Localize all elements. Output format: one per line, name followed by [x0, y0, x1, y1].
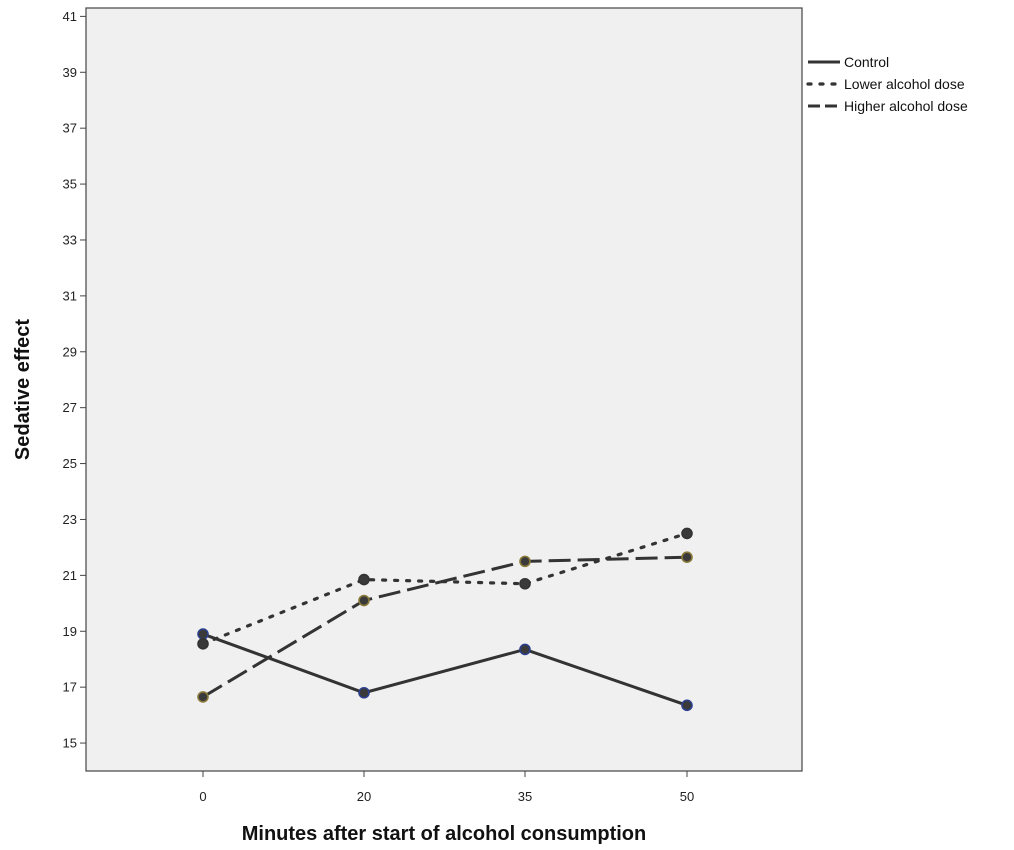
series-line-2: [202, 555, 688, 699]
legend-label-1: Lower alcohol dose: [844, 76, 965, 92]
series-0-point: [197, 628, 209, 640]
y-tick-label: 19: [63, 624, 77, 639]
series-0-point: [358, 686, 370, 699]
y-tick-label: 23: [63, 512, 77, 527]
series-1-point: [681, 527, 693, 540]
series-0-point: [681, 699, 693, 712]
y-axis-title: Sedative effect: [12, 319, 34, 461]
series-2-point: [519, 555, 531, 568]
x-tick-label: 20: [357, 789, 371, 804]
y-tick-label: 37: [63, 121, 77, 136]
y-tick-label: 33: [63, 232, 77, 247]
y-tick-label: 21: [63, 568, 77, 583]
series-2-point: [358, 594, 370, 607]
x-tick-label: 35: [518, 789, 532, 804]
y-tick-label: 27: [63, 400, 77, 415]
y-axis: 15 17 19 21 23 25 27 29 31 33 35 37 39 41: [63, 9, 86, 751]
x-axis: 0 20 35 50: [199, 771, 694, 804]
series-line-0: [202, 632, 688, 707]
y-tick-label: 29: [63, 344, 77, 359]
legend: Control Lower alcohol dose Higher alcohol …: [806, 54, 968, 114]
series-0-point: [519, 643, 531, 656]
x-tick-label: 50: [680, 789, 694, 804]
x-tick-label: 0: [199, 789, 206, 804]
legend-label-0: Control: [844, 54, 889, 70]
series-1-point: [197, 638, 209, 650]
x-axis-title: Minutes after start of alcohol consumpti…: [242, 823, 646, 845]
series-1-point: [519, 577, 531, 590]
legend-label-2: Higher alcohol dose: [844, 98, 968, 114]
y-tick-label: 39: [63, 65, 77, 80]
series-2-point: [197, 691, 209, 703]
y-tick-label: 25: [63, 456, 77, 471]
plot-area: [85, 7, 803, 772]
series-2-point: [681, 551, 693, 563]
y-tick-label: 15: [63, 736, 77, 751]
series-layer: [197, 527, 693, 712]
y-tick-label: 17: [63, 680, 77, 695]
y-tick-label: 41: [63, 9, 77, 24]
series-1-point: [358, 573, 370, 586]
y-tick-label: 31: [63, 288, 77, 303]
y-tick-label: 35: [63, 177, 77, 192]
